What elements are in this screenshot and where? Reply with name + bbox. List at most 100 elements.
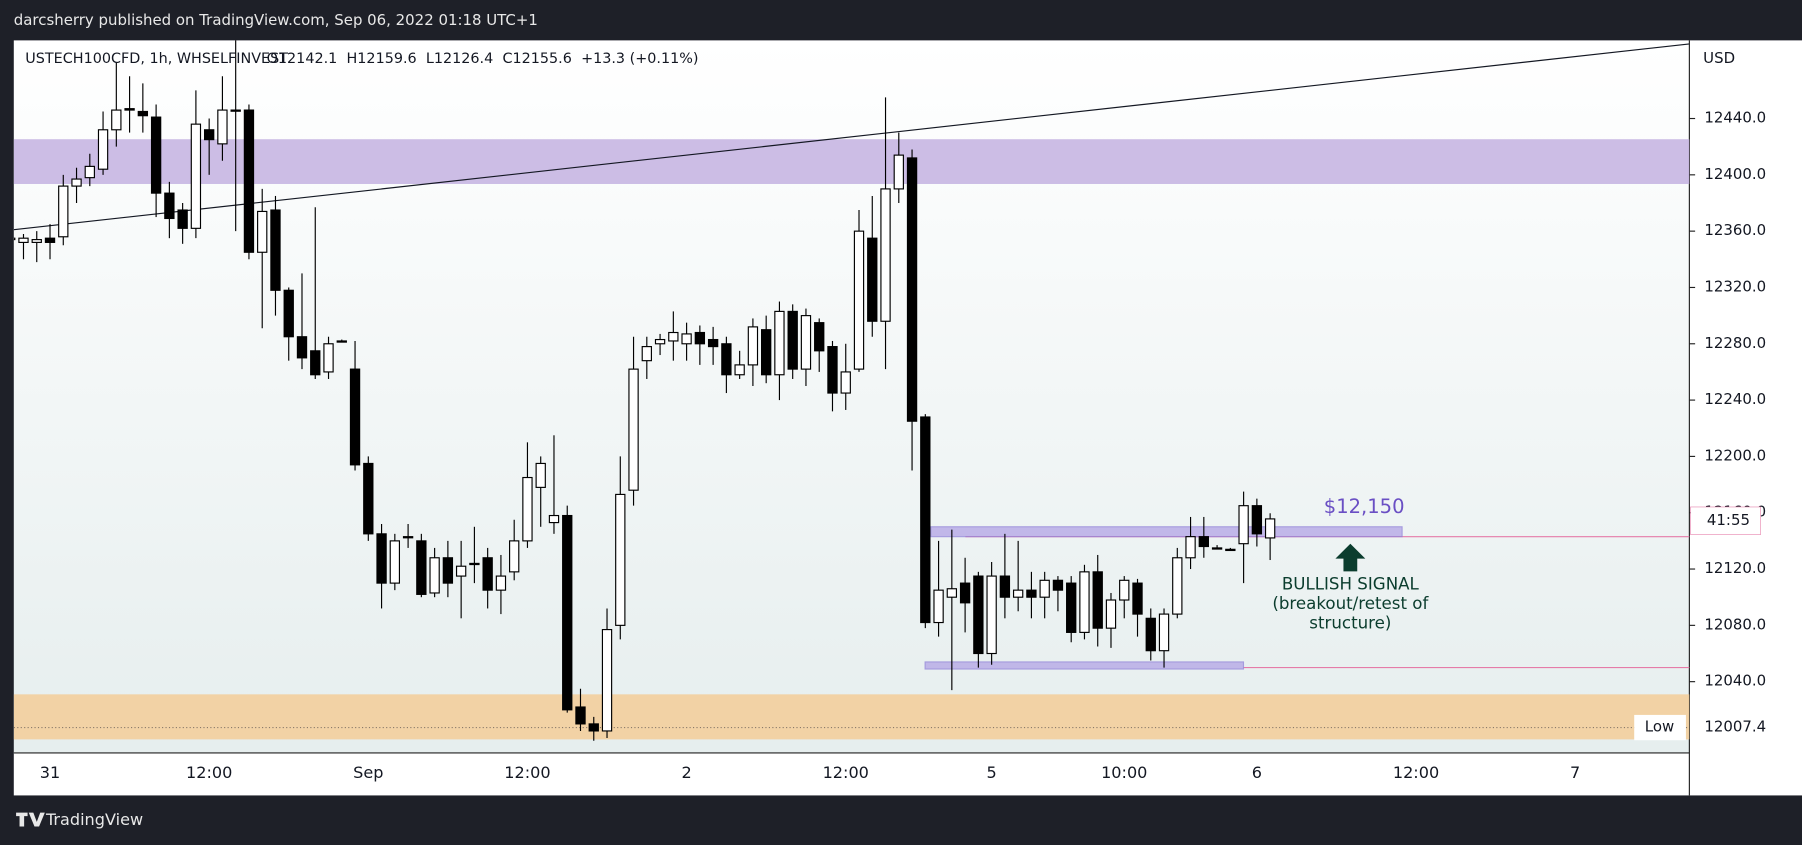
candle-body [747, 326, 759, 366]
ohlc-value: H12159.6 [347, 51, 417, 67]
x-tick-label: 12:00 [1393, 763, 1439, 782]
candle-body [721, 343, 732, 376]
candle-body [562, 514, 573, 711]
candle-body [190, 123, 202, 229]
low-value: 12007.4 [1704, 718, 1766, 736]
low-label: Low [1645, 718, 1674, 736]
candle-body [1251, 505, 1263, 535]
candle-body [363, 462, 374, 535]
countdown: 41:55 [1707, 511, 1750, 529]
candle-body [761, 329, 772, 376]
candle-body [150, 116, 162, 194]
candle-body [429, 557, 440, 594]
candle-body [442, 557, 454, 584]
candle-body [707, 338, 719, 348]
candle-body [933, 589, 944, 624]
candle-body [455, 565, 467, 577]
candle-body [654, 338, 666, 345]
candle-body [853, 230, 865, 370]
candle-body [1039, 579, 1050, 598]
x-tick-label: 7 [1570, 763, 1580, 782]
candle-body [668, 331, 679, 342]
candle-body [787, 310, 798, 370]
candle-body [97, 129, 109, 170]
y-tick-label: 12040.0 [1704, 672, 1766, 690]
trendline [13, 43, 1690, 231]
signal-arrow [1335, 543, 1366, 572]
candle-body [349, 368, 361, 466]
candle-body [814, 322, 825, 352]
candle-body [18, 237, 29, 243]
candle-body [681, 333, 692, 345]
candle-body [1079, 571, 1090, 633]
candle-body [416, 540, 427, 595]
x-tick-label: 31 [40, 763, 60, 782]
candle-body [959, 582, 971, 604]
candle-body [1145, 617, 1156, 652]
candle-body [111, 109, 122, 131]
low-value-box [1690, 713, 1802, 742]
x-tick-label: 12:00 [823, 763, 869, 782]
candle-body [1198, 536, 1209, 548]
candle-body [920, 416, 931, 624]
candle-body [164, 192, 175, 220]
publisher: darcsherry published on TradingView.com,… [14, 11, 538, 29]
candle-body [694, 331, 706, 345]
symbol: USTECH100CFD, 1h, WHSELFINVEST [25, 51, 288, 67]
candle-body [177, 209, 188, 229]
candle-body [1172, 557, 1183, 615]
candle-body [84, 165, 95, 179]
ohlc-value: O12142.1 [267, 51, 338, 67]
candle-body [1211, 547, 1223, 550]
low-label-box [1634, 714, 1686, 741]
candle-body [1066, 582, 1077, 633]
candle-body [1119, 579, 1130, 601]
candle-body [827, 346, 838, 394]
candle-body [1225, 548, 1236, 552]
candle-body [1105, 599, 1117, 629]
signal-text: (breakout/retest of [1272, 594, 1429, 613]
candle-body [522, 476, 533, 542]
candle-body [946, 588, 958, 598]
candle-body [999, 575, 1011, 598]
x-tick-label: 12:00 [186, 763, 232, 782]
ohlc-value: L12126.4 [426, 51, 493, 67]
candle-body [243, 109, 255, 253]
candle-body [1238, 505, 1249, 545]
candle-body [257, 210, 268, 253]
zone [13, 139, 1690, 184]
candle-body [601, 629, 613, 732]
candle-body [548, 514, 560, 524]
candle-body [124, 108, 135, 111]
candle-body [1012, 589, 1024, 598]
candle-body [575, 706, 586, 725]
candle-body [482, 557, 493, 591]
price-axis [1689, 40, 1802, 796]
candle-body [389, 540, 401, 584]
x-tick-label: 10:00 [1101, 763, 1147, 782]
candle-body [774, 310, 785, 376]
y-tick-label: 12080.0 [1704, 615, 1766, 633]
y-tick-label: 12240.0 [1704, 390, 1766, 408]
candle-body [310, 350, 321, 376]
price-note: $12,150 [1324, 495, 1405, 518]
candle-body [1185, 536, 1196, 559]
candle-body [1052, 579, 1064, 591]
y-tick-label: 12280.0 [1704, 334, 1766, 352]
y-tick-label: 12400.0 [1704, 165, 1766, 183]
y-tick-label: 12200.0 [1704, 446, 1766, 464]
candle-body [44, 237, 56, 243]
candle-body [13, 237, 16, 241]
structure-box [930, 526, 1403, 538]
candle-body [1132, 582, 1143, 615]
candle-body [588, 723, 599, 732]
candle-body [840, 371, 851, 394]
y-tick-label: 12360.0 [1704, 221, 1766, 239]
signal-text: BULLISH SIGNAL [1282, 575, 1420, 594]
time-axis [13, 752, 1690, 796]
candle-body [1158, 613, 1170, 652]
candle-body [336, 340, 347, 343]
zone [13, 694, 1690, 740]
candle-body [376, 533, 387, 584]
